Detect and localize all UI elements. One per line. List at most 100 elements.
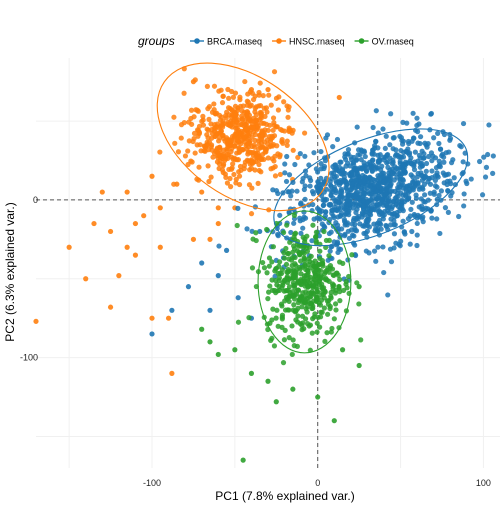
point <box>321 165 327 172</box>
point <box>429 168 435 174</box>
point <box>286 307 292 313</box>
point <box>285 107 291 113</box>
point <box>414 232 420 238</box>
point <box>296 264 303 271</box>
point <box>411 167 418 173</box>
point <box>255 180 261 186</box>
point <box>298 271 304 277</box>
ellipse-HNSC.rnaseq <box>156 62 330 212</box>
point <box>330 283 336 289</box>
point-outlier <box>207 307 213 313</box>
point <box>271 69 278 75</box>
point <box>479 192 486 198</box>
point <box>299 313 306 319</box>
point <box>331 184 338 190</box>
point <box>265 296 271 302</box>
point <box>220 93 226 99</box>
point <box>369 151 375 157</box>
point <box>270 127 276 133</box>
point <box>284 250 291 257</box>
point <box>206 103 213 110</box>
point-outlier <box>141 213 147 219</box>
point <box>321 305 327 311</box>
point <box>423 205 429 211</box>
point <box>188 107 195 113</box>
point <box>392 195 398 202</box>
point-outlier <box>157 244 163 250</box>
point <box>402 170 408 176</box>
point <box>206 178 212 185</box>
point <box>277 212 283 218</box>
point <box>193 107 199 113</box>
point <box>284 269 290 275</box>
point <box>315 179 321 185</box>
point <box>415 129 421 135</box>
point <box>381 269 387 276</box>
point <box>309 238 315 244</box>
point <box>200 117 206 123</box>
point <box>264 270 270 276</box>
point <box>385 159 391 165</box>
point <box>239 116 246 122</box>
point <box>400 141 406 147</box>
point <box>373 108 379 114</box>
point-outlier <box>199 326 205 332</box>
point <box>318 148 324 155</box>
point <box>269 143 276 149</box>
point <box>195 133 201 139</box>
point <box>340 170 347 176</box>
point <box>278 126 284 133</box>
point <box>311 267 317 274</box>
point <box>375 228 381 234</box>
point-outlier <box>207 339 213 345</box>
point <box>301 214 307 220</box>
point <box>281 99 287 105</box>
point <box>442 205 449 211</box>
point <box>445 209 451 215</box>
point <box>347 163 353 169</box>
point <box>326 237 332 244</box>
point <box>403 188 409 194</box>
point <box>394 152 401 158</box>
point <box>200 122 207 128</box>
point <box>436 192 442 199</box>
point <box>349 169 355 176</box>
point <box>230 156 236 162</box>
point <box>317 267 324 274</box>
point <box>391 231 398 237</box>
point-outlier <box>185 284 192 290</box>
point <box>231 112 237 118</box>
point <box>418 134 424 140</box>
point <box>334 239 341 245</box>
point <box>314 329 320 335</box>
point <box>242 126 249 132</box>
point <box>210 154 216 160</box>
point <box>178 122 185 128</box>
point <box>392 214 398 220</box>
point <box>284 138 290 144</box>
point <box>286 128 292 135</box>
point <box>250 125 256 131</box>
point <box>280 229 287 236</box>
point <box>314 320 320 326</box>
point <box>313 233 319 239</box>
point <box>338 210 345 216</box>
point <box>317 261 323 267</box>
point <box>336 284 342 290</box>
point <box>348 157 355 163</box>
x-tick-label: 100 <box>476 478 491 488</box>
point <box>224 180 231 186</box>
point <box>288 193 294 199</box>
point <box>355 152 361 158</box>
point <box>388 259 395 265</box>
point <box>286 293 293 299</box>
point <box>263 105 270 111</box>
point <box>421 175 427 181</box>
point <box>358 187 364 193</box>
point <box>286 335 292 341</box>
point <box>436 158 442 164</box>
point <box>458 144 464 150</box>
point <box>301 256 308 262</box>
point <box>255 123 261 129</box>
point <box>253 112 259 118</box>
